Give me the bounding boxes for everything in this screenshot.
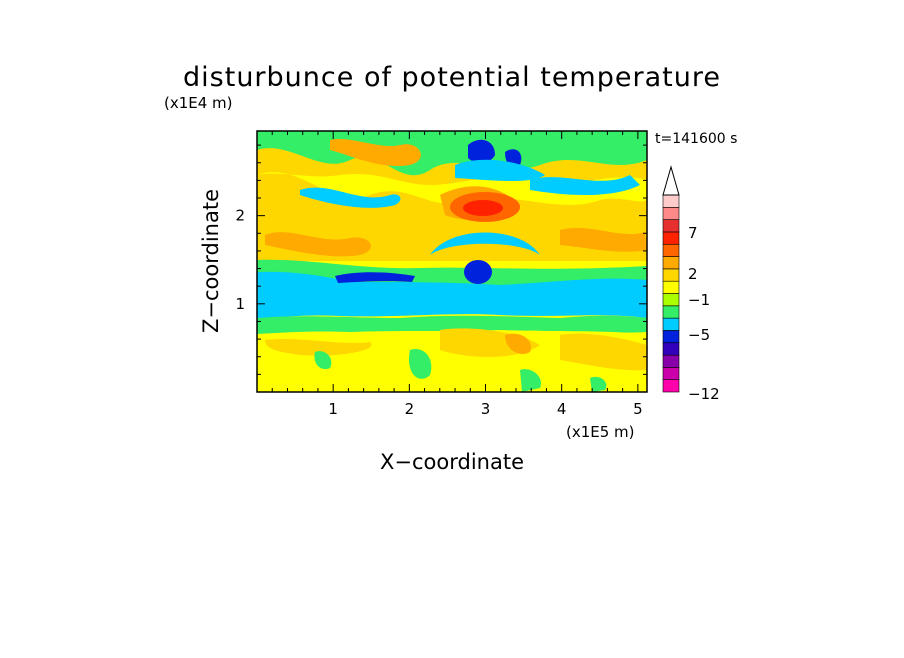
- lower-warm-core: [505, 333, 531, 355]
- upper-wave-cyan: [300, 187, 401, 208]
- colorbar-label: −12: [688, 385, 720, 403]
- y-axis-label: Z−coordinate: [199, 189, 223, 333]
- colorbar-extend-arrow: [662, 165, 680, 196]
- lower-green-cell-4: [520, 369, 541, 392]
- x-axis-label: X−coordinate: [380, 450, 524, 474]
- colorbar-swatch: [662, 219, 680, 233]
- colorbar-swatch: [662, 231, 680, 245]
- x-tick-label: 5: [633, 400, 643, 418]
- time-label: t=141600 s: [655, 131, 737, 147]
- upper-cold-region: [455, 159, 545, 182]
- x-tick-label: 1: [328, 400, 338, 418]
- colorbar-swatch: [662, 194, 680, 208]
- cold-band: [257, 269, 647, 320]
- colorbar-label: −5: [688, 326, 710, 344]
- x-axis: 1 2 3 4 5: [271, 131, 643, 418]
- colorbar-swatch: [662, 379, 680, 393]
- plot-border: [256, 130, 648, 393]
- colorbar: 7 2 −1 −5 −12: [662, 165, 720, 403]
- colorbar-swatch: [662, 207, 680, 220]
- lower-green-cell-3: [590, 376, 607, 392]
- lower-green-cell: [409, 349, 432, 379]
- colorbar-label: 2: [688, 265, 698, 283]
- colorbar-swatch: [662, 293, 680, 307]
- y-tick-label: 2: [235, 207, 245, 225]
- mid-cyan-arc: [430, 232, 540, 255]
- colorbar-swatch: [662, 280, 680, 294]
- upper-wave-cyan-2: [530, 175, 640, 195]
- x-tick-label: 3: [481, 400, 491, 418]
- y-tick-label: 1: [235, 295, 245, 313]
- colorbar-swatch: [662, 305, 680, 319]
- y-axis: 12: [235, 144, 647, 375]
- x-scale-label: (x1E5 m): [566, 423, 635, 441]
- upper-wave-orange-3: [560, 227, 647, 252]
- colorbar-swatch: [662, 243, 680, 257]
- colorbar-swatch: [662, 367, 680, 380]
- y-scale-label: (x1E4 m): [164, 94, 233, 112]
- x-tick-label: 4: [557, 400, 567, 418]
- green-below-band: [257, 315, 647, 334]
- upper-wave-orange-2: [265, 232, 371, 257]
- contour-field: [257, 131, 647, 392]
- lower-orange-3: [265, 339, 372, 356]
- colorbar-label: −1: [688, 291, 710, 309]
- colorbar-label: 7: [688, 224, 698, 242]
- lower-green-cell-2: [314, 351, 332, 370]
- colorbar-swatch: [662, 342, 680, 356]
- colorbar-swatch: [662, 256, 680, 270]
- lower-orange-2: [560, 333, 647, 371]
- upper-cold-blob: [468, 139, 495, 163]
- plot-frame: [256, 130, 648, 393]
- x-tick-label: 2: [405, 400, 415, 418]
- colorbar-swatch: [662, 330, 680, 344]
- cold-eddy: [464, 260, 492, 284]
- warm-core: [463, 200, 503, 216]
- colorbar-swatch: [662, 317, 680, 331]
- colorbar-swatch: [662, 354, 680, 368]
- colorbar-swatch: [662, 268, 680, 282]
- upper-wave-orange: [330, 138, 421, 167]
- cold-streak: [335, 272, 415, 283]
- chart-title: disturbunce of potential temperature: [183, 62, 721, 93]
